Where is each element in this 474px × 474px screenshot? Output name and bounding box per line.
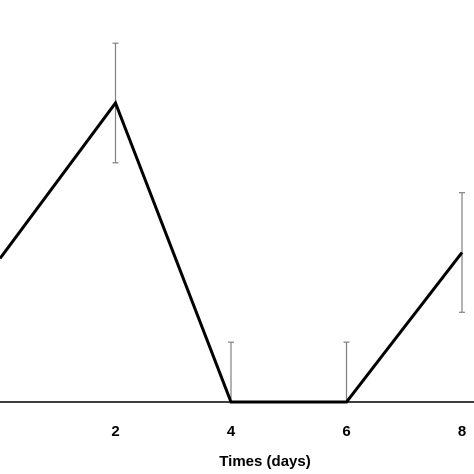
x-tick-label: 2 xyxy=(111,423,119,440)
x-axis-title: Times (days) xyxy=(219,453,310,470)
error-bar xyxy=(343,341,350,402)
x-tick-labels: 2 4 6 8 xyxy=(111,423,466,440)
x-tick-label: 6 xyxy=(342,423,350,440)
error-bars xyxy=(112,42,465,402)
x-tick-label: 4 xyxy=(227,423,236,440)
x-tick-label: 8 xyxy=(458,423,466,440)
error-bar xyxy=(228,341,234,402)
